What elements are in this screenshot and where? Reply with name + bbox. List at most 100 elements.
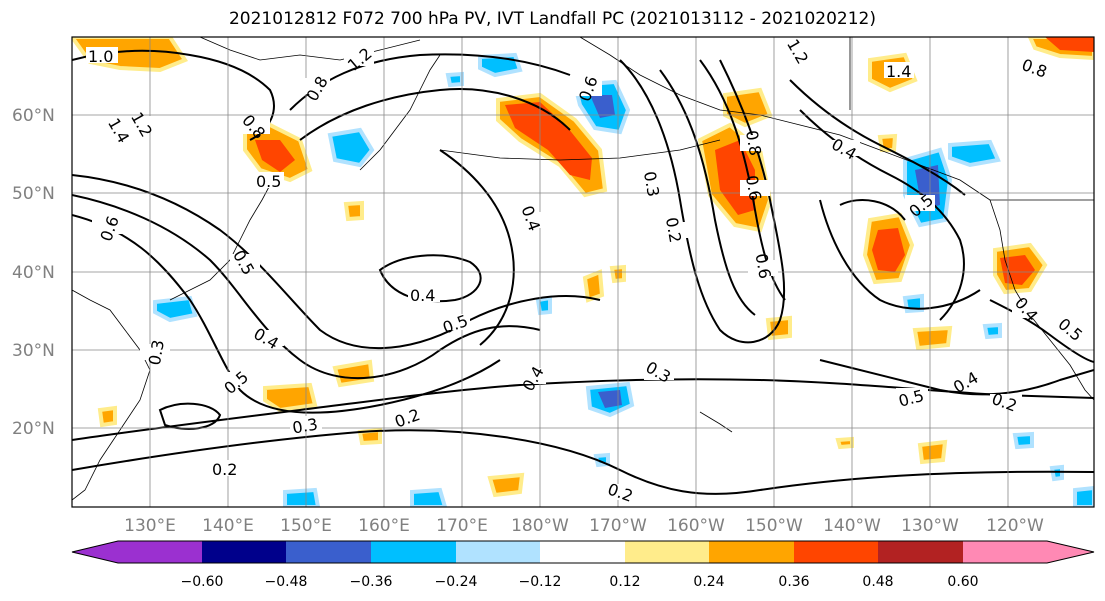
- contour-label-text: 0.6: [742, 174, 765, 202]
- map-element: [140, 344, 170, 360]
- contour-label: 1.0: [86, 47, 118, 66]
- contour-line: [299, 88, 571, 141]
- lat-label: 40°N: [12, 263, 55, 283]
- contour-label: 0.6: [748, 252, 778, 280]
- graticule: [72, 37, 1094, 507]
- map-element: [220, 372, 250, 388]
- map-element: [344, 50, 374, 66]
- shade-patch: [153, 295, 198, 323]
- contour-label-text: 0.2: [212, 460, 237, 479]
- contour-line: [72, 429, 1094, 495]
- map-element: [408, 286, 440, 302]
- colorbar-segment: [709, 541, 794, 563]
- lat-label: 20°N: [12, 419, 55, 439]
- contour-line: [72, 194, 541, 380]
- shade-patch: [1045, 37, 1094, 52]
- colorbar: −0.60 −0.48 −0.36 −0.24 −0.12 0.12 0.24 …: [71, 540, 1095, 590]
- lon-label: 150°E: [280, 516, 332, 536]
- colorbar-tick: −0.48: [265, 574, 308, 590]
- contour-label-text: 0.3: [640, 170, 663, 198]
- contour-line: [439, 149, 515, 346]
- contour-label: 0.3: [140, 338, 170, 367]
- map-element: [71, 540, 1095, 564]
- contour-label-text: 0.6: [752, 252, 775, 280]
- map-frame: [71, 36, 1095, 508]
- contour-line: [378, 254, 482, 303]
- map-element: [254, 172, 284, 188]
- shade-patch: [765, 315, 792, 341]
- shade-patch: [505, 102, 592, 180]
- lat-label: 60°N: [12, 106, 55, 126]
- shade-patch: [917, 439, 948, 465]
- contour-line: [789, 79, 966, 196]
- longitude-labels: 130°E 140°E 150°E 160°E 170°E 180°W 170°…: [124, 516, 1044, 536]
- map-element: [230, 254, 260, 270]
- shade-patch: [582, 269, 605, 303]
- contour-label: 0.5: [440, 311, 471, 337]
- lon-label: 120°W: [986, 516, 1044, 536]
- contour-label: 0.4: [408, 286, 440, 305]
- map-element: [1012, 302, 1042, 318]
- shade-patch: [835, 436, 854, 450]
- map-element: [748, 260, 778, 276]
- shade-patch: [902, 293, 924, 314]
- colorbar-extend-right: [1047, 541, 1094, 563]
- shade-patch: [283, 487, 321, 507]
- shade-patch: [263, 382, 318, 413]
- lon-label: 130°E: [124, 516, 176, 536]
- contour-label-text: 0.5: [256, 172, 281, 191]
- pv-contours: [72, 49, 1094, 495]
- contour-label: 0.8: [740, 129, 770, 157]
- colorbar-segment: [540, 541, 625, 563]
- map-element: [572, 80, 602, 96]
- shade-patch: [912, 325, 953, 351]
- coastline-japan: [169, 184, 271, 301]
- shade-patch: [1073, 485, 1094, 507]
- map-element: [950, 372, 980, 388]
- map-element: [516, 368, 546, 384]
- colorbar-tick: 0.24: [693, 574, 724, 590]
- colorbar-segment: [794, 541, 878, 563]
- shade-patch: [410, 487, 448, 507]
- lon-label: 150°W: [745, 516, 803, 536]
- contour-label: 0.2: [660, 216, 690, 244]
- shade-patch: [445, 71, 464, 88]
- lon-label: 130°W: [901, 516, 959, 536]
- contour-line: [819, 359, 1094, 396]
- contour-label: 1.4: [884, 62, 914, 81]
- lat-label: 50°N: [12, 184, 55, 204]
- shade-patch: [723, 87, 773, 128]
- map-element: [92, 218, 122, 234]
- map-element: [884, 62, 914, 78]
- map-element: [660, 222, 690, 238]
- map-element: [606, 484, 636, 500]
- colorbar-tick: −0.12: [519, 574, 562, 590]
- map-element: [740, 180, 770, 196]
- colorbar-tick: 0.36: [778, 574, 809, 590]
- contour-label-text: 0.8: [742, 129, 765, 157]
- figure-title: 2021012812 F072 700 hPa PV, IVT Landfall…: [228, 9, 876, 29]
- shade-patch: [332, 359, 375, 388]
- map-element: [644, 364, 674, 380]
- contour-line: [819, 199, 981, 310]
- contour-label-text: 0.3: [145, 338, 168, 366]
- map-element: [1056, 322, 1086, 338]
- contour-label: 0.2: [989, 389, 1022, 416]
- map-element: [638, 176, 668, 192]
- contour-line: [839, 199, 906, 221]
- contour-label-text: 0.2: [662, 216, 685, 244]
- contour-line: [659, 69, 756, 316]
- map-element: [105, 122, 135, 138]
- shade-patch: [598, 390, 622, 408]
- shade-patch: [487, 472, 525, 498]
- map-element: [392, 408, 422, 424]
- map-element: [905, 195, 935, 211]
- shade-patch: [590, 95, 615, 118]
- map-element: [440, 314, 470, 330]
- shade-patch: [327, 127, 375, 168]
- contour-label-text: 0.3: [291, 414, 319, 437]
- contour-label: 0.2: [210, 460, 240, 479]
- map-element: [252, 330, 284, 346]
- contour-label: 0.5: [254, 172, 284, 191]
